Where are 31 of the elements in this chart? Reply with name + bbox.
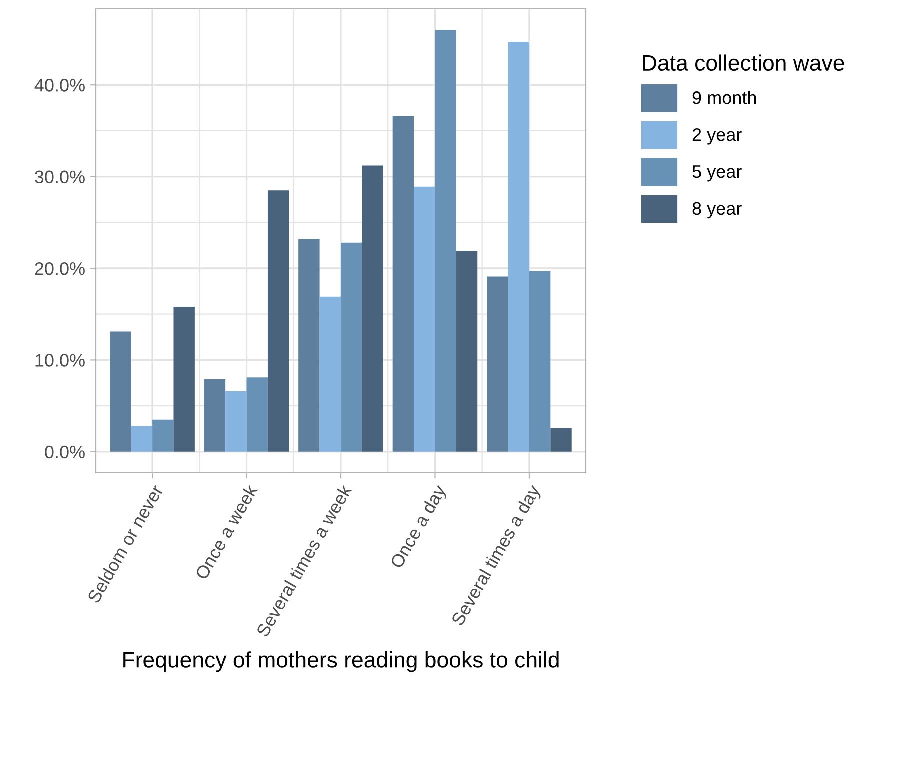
bar <box>362 166 384 452</box>
legend-label: 8 year <box>692 202 742 219</box>
bar <box>131 426 153 452</box>
legend-label: 5 year <box>692 166 742 182</box>
bar <box>435 30 456 452</box>
bar <box>414 186 436 452</box>
bar <box>529 271 551 452</box>
bar <box>456 251 478 452</box>
legend-label: 9 month <box>692 91 756 104</box>
bar <box>268 190 290 452</box>
bar <box>392 116 414 452</box>
y-tick-label: 10.0% <box>36 354 85 367</box>
bar <box>298 239 320 452</box>
bar <box>226 391 247 452</box>
bar <box>341 242 362 452</box>
legend-label: 2 year <box>692 128 742 145</box>
bar <box>246 378 268 452</box>
y-tick-label: 40.0% <box>34 79 85 92</box>
y-tick-label: 30.0% <box>35 170 85 184</box>
bar <box>550 428 572 452</box>
bar <box>174 307 195 452</box>
bar <box>320 296 341 452</box>
bar <box>487 276 508 452</box>
x-axis-title: Frequency of mothers reading books to child <box>124 652 559 672</box>
y-tick-label: 20.0% <box>35 262 85 276</box>
legend-title: Data collection wave <box>643 54 844 72</box>
y-tick-label: 0.0% <box>45 446 85 459</box>
bar <box>110 332 132 452</box>
bar <box>152 420 174 452</box>
bar <box>204 379 226 452</box>
bar <box>508 42 530 452</box>
